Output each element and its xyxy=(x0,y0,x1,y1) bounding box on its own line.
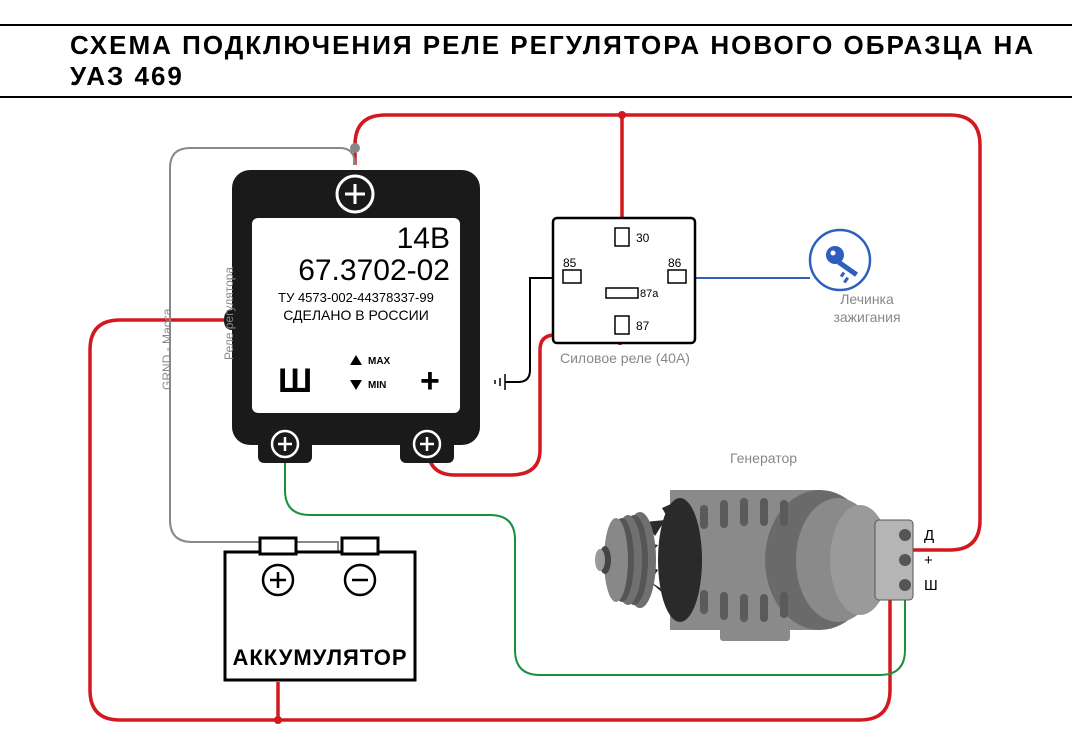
pin-85: 85 xyxy=(563,256,577,270)
wire-black-relay85 xyxy=(505,278,553,382)
power-relay-label: Силовое реле (40А) xyxy=(560,350,690,366)
battery: АККУМУЛЯТОР xyxy=(225,538,415,680)
reg-origin: СДЕЛАНО В РОССИИ xyxy=(283,307,429,323)
pin-30: 30 xyxy=(636,231,650,245)
wiring-svg: 14В 67.3702-02 ТУ 4573-002-44378337-99 С… xyxy=(0,70,1072,739)
ignition-label: Лечинка зажигания xyxy=(822,290,912,326)
reg-spec: ТУ 4573-002-44378337-99 xyxy=(278,290,434,305)
reg-model: 67.3702-02 xyxy=(298,254,450,287)
reg-voltage: 14В xyxy=(397,222,450,255)
pin-86: 86 xyxy=(668,256,682,270)
alternator: Д + Ш xyxy=(595,490,938,641)
battery-label: АККУМУЛЯТОР xyxy=(232,645,407,670)
alt-plus: + xyxy=(924,552,933,569)
ground-tick xyxy=(495,374,505,390)
reg-min: MIN xyxy=(368,380,386,391)
power-relay: 30 85 86 87a 87 xyxy=(553,218,695,343)
regulator: 14В 67.3702-02 ТУ 4573-002-44378337-99 С… xyxy=(224,170,480,463)
pin-87: 87 xyxy=(636,319,650,333)
ground-label: GRND - Масса xyxy=(160,309,174,390)
reg-sh: Ш xyxy=(278,362,312,400)
ignition-key xyxy=(810,230,870,290)
reg-max: MAX xyxy=(368,356,391,367)
alt-sh: Ш xyxy=(924,577,938,594)
diagram-canvas: GRND - Масса Реле регулятора Силовое рел… xyxy=(0,70,1072,739)
regulator-label: Реле регулятора xyxy=(222,267,236,360)
alternator-label: Генератор xyxy=(730,450,797,466)
reg-plus: + xyxy=(420,362,440,400)
gray-junction xyxy=(350,143,360,153)
pin-87a: 87a xyxy=(640,288,659,300)
alt-d: Д xyxy=(924,527,934,544)
